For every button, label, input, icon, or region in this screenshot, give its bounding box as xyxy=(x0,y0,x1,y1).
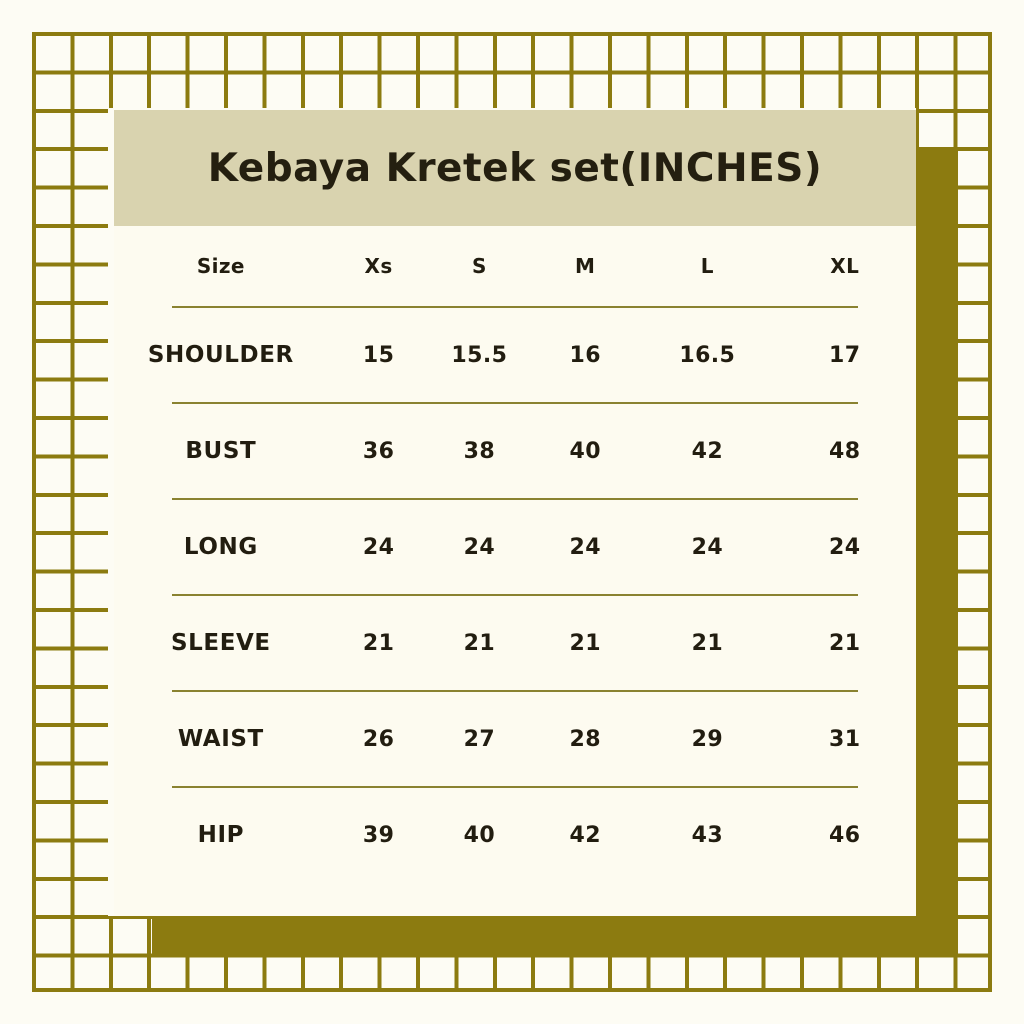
rule-line xyxy=(172,306,858,308)
cell-long-s: 24 xyxy=(463,534,496,560)
rule-line xyxy=(172,402,858,404)
cell-sleeve-l: 21 xyxy=(691,630,724,656)
header-divider xyxy=(114,306,916,308)
table-header-row: Size Xs S M L XL xyxy=(114,226,916,306)
page-title: Kebaya Kretek set(INCHES) xyxy=(207,145,823,191)
cell-shoulder-s: 15.5 xyxy=(451,342,508,368)
divider-cell xyxy=(114,402,916,404)
cell-waist-xl: 31 xyxy=(829,726,861,752)
cell-bust-xl: 48 xyxy=(829,438,861,464)
size-chart-card: Kebaya Kretek set(INCHES) Size Xs S M L … xyxy=(114,110,916,916)
cell-bust-m: 40 xyxy=(569,438,601,464)
cell-waist-m: 28 xyxy=(569,726,601,752)
table-row: WAIST 26 27 28 29 31 xyxy=(114,692,916,786)
cell-sleeve-s: 21 xyxy=(463,630,496,656)
column-header-xl: XL xyxy=(830,254,860,278)
row-label-sleeve: SLEEVE xyxy=(170,630,271,656)
cell-long-xs: 24 xyxy=(362,534,395,560)
cell-bust-xs: 36 xyxy=(362,438,395,464)
table-row: SLEEVE 21 21 21 21 21 xyxy=(114,596,916,690)
table-row: LONG 24 24 24 24 24 xyxy=(114,500,916,594)
row-label-waist: WAIST xyxy=(177,726,264,752)
cell-hip-xl: 46 xyxy=(829,822,861,848)
cell-sleeve-xl: 21 xyxy=(829,630,861,656)
column-header-m: M xyxy=(575,254,596,278)
cell-long-m: 24 xyxy=(569,534,601,560)
row-divider xyxy=(114,594,916,596)
cell-waist-l: 29 xyxy=(691,726,724,752)
cell-hip-s: 40 xyxy=(463,822,496,848)
row-divider xyxy=(114,402,916,404)
cell-long-l: 24 xyxy=(691,534,724,560)
cell-shoulder-xl: 17 xyxy=(829,342,861,368)
cell-sleeve-xs: 21 xyxy=(362,630,395,656)
column-header-l: L xyxy=(700,254,714,278)
column-header-s: S xyxy=(471,254,487,278)
cell-waist-xs: 26 xyxy=(362,726,395,752)
table-row: SHOULDER 15 15.5 16 16.5 17 xyxy=(114,308,916,402)
rule-line xyxy=(172,690,858,692)
row-label-shoulder: SHOULDER xyxy=(147,342,294,368)
cell-sleeve-m: 21 xyxy=(569,630,601,656)
row-label-long: LONG xyxy=(183,534,258,560)
cell-shoulder-xs: 15 xyxy=(362,342,395,368)
rule-line xyxy=(172,594,858,596)
divider-cell xyxy=(114,594,916,596)
row-divider xyxy=(114,690,916,692)
cell-bust-s: 38 xyxy=(463,438,496,464)
row-label-hip: HIP xyxy=(197,822,245,848)
divider-cell xyxy=(114,690,916,692)
divider-cell xyxy=(114,498,916,500)
rule-line xyxy=(172,498,858,500)
divider-cell xyxy=(114,786,916,788)
row-divider xyxy=(114,786,916,788)
cell-waist-s: 27 xyxy=(463,726,496,752)
cell-hip-l: 43 xyxy=(691,822,724,848)
cell-hip-m: 42 xyxy=(569,822,601,848)
cell-shoulder-l: 16.5 xyxy=(679,342,736,368)
column-header-size: Size xyxy=(196,254,245,278)
cell-bust-l: 42 xyxy=(691,438,724,464)
table-row: BUST 36 38 40 42 48 xyxy=(114,404,916,498)
cell-shoulder-m: 16 xyxy=(569,342,601,368)
title-band: Kebaya Kretek set(INCHES) xyxy=(114,110,916,226)
table-row: HIP 39 40 42 43 46 xyxy=(114,788,916,882)
cell-long-xl: 24 xyxy=(829,534,861,560)
row-label-bust: BUST xyxy=(185,438,257,464)
cell-hip-xs: 39 xyxy=(362,822,395,848)
divider-cell xyxy=(114,306,916,308)
size-chart-table: Size Xs S M L XL SHOULDER 15 15.5 16 16.… xyxy=(114,226,916,882)
row-divider xyxy=(114,498,916,500)
column-header-xs: Xs xyxy=(364,254,393,278)
rule-line xyxy=(172,786,858,788)
